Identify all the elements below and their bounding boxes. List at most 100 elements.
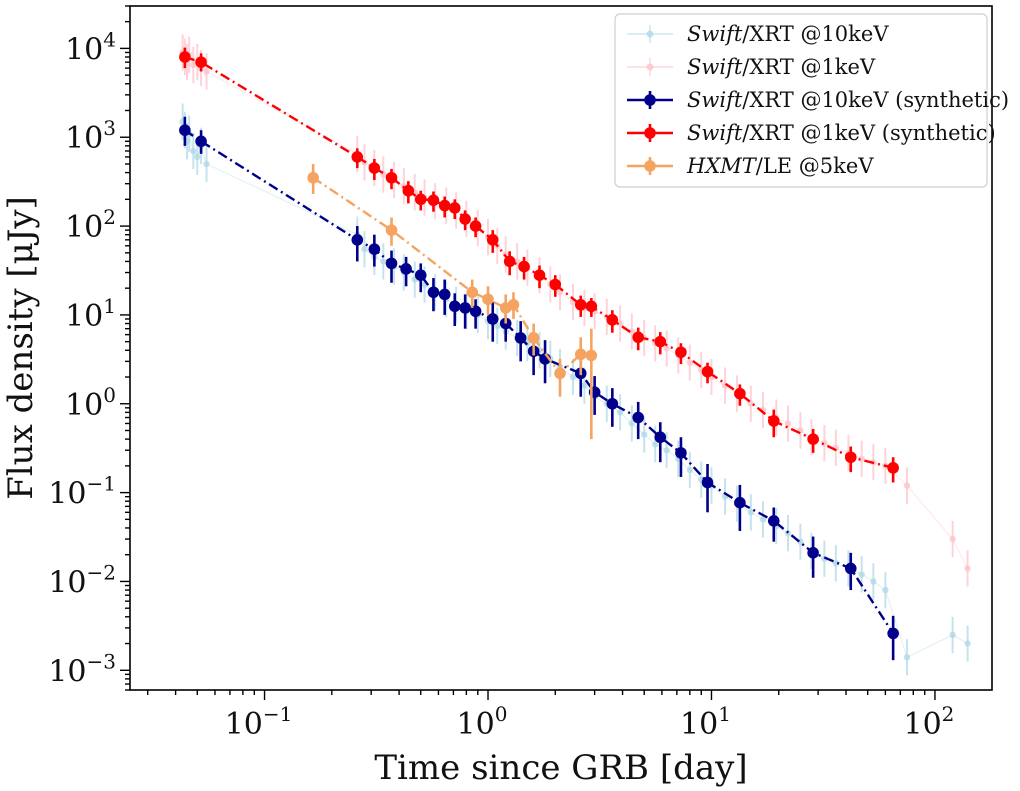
legend-box <box>614 13 988 188</box>
data-point <box>654 335 667 348</box>
data-point <box>351 234 364 246</box>
data-point <box>486 234 499 246</box>
data-point <box>574 298 587 311</box>
legend-swatch-marker <box>646 63 654 71</box>
data-point <box>882 586 889 594</box>
y-tick-label: 10−1 <box>48 472 116 512</box>
data-point <box>482 293 494 306</box>
data-point <box>549 278 562 291</box>
data-point <box>361 245 368 253</box>
data-point <box>663 345 670 352</box>
legend-swatch-marker <box>644 94 656 106</box>
data-point <box>832 560 840 567</box>
data-point <box>734 496 746 509</box>
x-tick-label: 102 <box>903 702 954 742</box>
data-point <box>448 300 461 313</box>
data-point <box>351 151 364 163</box>
data-point <box>414 193 427 206</box>
data-point <box>964 640 971 647</box>
data-point <box>686 359 694 366</box>
data-point <box>675 346 687 359</box>
data-point <box>903 654 911 661</box>
legend-entry: Swift/XRT @1keV <box>627 55 876 79</box>
data-point <box>663 447 670 454</box>
data-point <box>195 56 207 68</box>
data-point <box>641 431 648 438</box>
data-point <box>747 509 755 516</box>
data-point <box>203 160 210 168</box>
data-point <box>759 516 767 523</box>
legend-label: Swift/XRT @10keV (synthetic) <box>687 88 1009 112</box>
series-2-errorbars <box>179 116 899 661</box>
data-point <box>870 578 877 585</box>
data-point <box>569 373 577 381</box>
axis-tick-labels: 10−1 100 101 102 10−3 10−2 10−1 100 101 102 103 104 <box>48 27 954 742</box>
data-point <box>486 313 499 325</box>
legend-entry: HXMT/LE @5keV <box>627 154 874 178</box>
legend-entry: Swift/XRT @1keV (synthetic) <box>627 121 996 145</box>
data-point <box>887 627 899 640</box>
data-point <box>581 382 588 389</box>
series-3-errorbars <box>179 47 899 483</box>
data-point <box>844 451 857 464</box>
chart-legend: Swift/XRT @10keV Swift/XRT @1keV Swift/XRT… <box>614 13 1009 188</box>
data-point <box>466 286 479 299</box>
series-line <box>312 176 592 376</box>
data-point <box>385 257 398 270</box>
data-point <box>807 433 819 445</box>
data-point <box>767 515 780 527</box>
data-point <box>427 194 440 207</box>
data-point <box>807 547 819 559</box>
data-point <box>554 367 566 380</box>
axis-ticks <box>120 5 936 700</box>
y-tick-label: 101 <box>65 294 116 334</box>
data-point <box>686 466 694 474</box>
data-point <box>701 365 714 378</box>
data-point <box>385 171 398 184</box>
data-point <box>203 68 210 75</box>
series-0-points <box>179 103 971 676</box>
data-point <box>628 420 636 427</box>
data-point <box>438 288 451 301</box>
x-axis-title: Time since GRB [day] <box>374 748 747 788</box>
data-point <box>385 224 398 236</box>
data-point <box>675 447 687 459</box>
legend-label: HXMT/LE @5keV <box>686 154 874 178</box>
x-tick-label: 100 <box>457 702 508 742</box>
data-point <box>195 135 207 148</box>
legend-swatch-marker <box>646 30 654 38</box>
data-point <box>190 147 197 155</box>
data-point <box>368 162 381 174</box>
data-point <box>887 462 899 474</box>
data-point <box>616 409 624 416</box>
data-point <box>527 332 540 344</box>
data-point <box>307 171 319 184</box>
data-point <box>427 286 440 299</box>
data-point <box>632 331 645 344</box>
data-point <box>628 328 636 335</box>
data-point <box>654 431 667 444</box>
data-point <box>179 124 191 136</box>
data-point <box>402 184 415 197</box>
data-point <box>767 415 780 427</box>
legend-swatch-marker <box>644 160 656 172</box>
data-point <box>585 300 598 313</box>
y-tick-label: 100 <box>65 383 116 423</box>
data-point <box>903 482 911 489</box>
data-point <box>179 51 191 63</box>
y-tick-label: 102 <box>65 205 116 245</box>
data-point <box>616 320 624 327</box>
data-point <box>503 255 516 268</box>
data-point <box>606 314 619 326</box>
y-tick-label: 10−2 <box>48 560 116 600</box>
plot-frame <box>129 5 993 691</box>
data-point <box>368 243 381 255</box>
data-point <box>507 298 520 311</box>
data-point <box>844 562 857 575</box>
data-point <box>459 302 471 314</box>
data-point <box>784 420 792 427</box>
x-tick-label: 101 <box>680 702 731 742</box>
legend-label: Swift/XRT @1keV <box>687 55 876 79</box>
data-point <box>469 305 482 318</box>
